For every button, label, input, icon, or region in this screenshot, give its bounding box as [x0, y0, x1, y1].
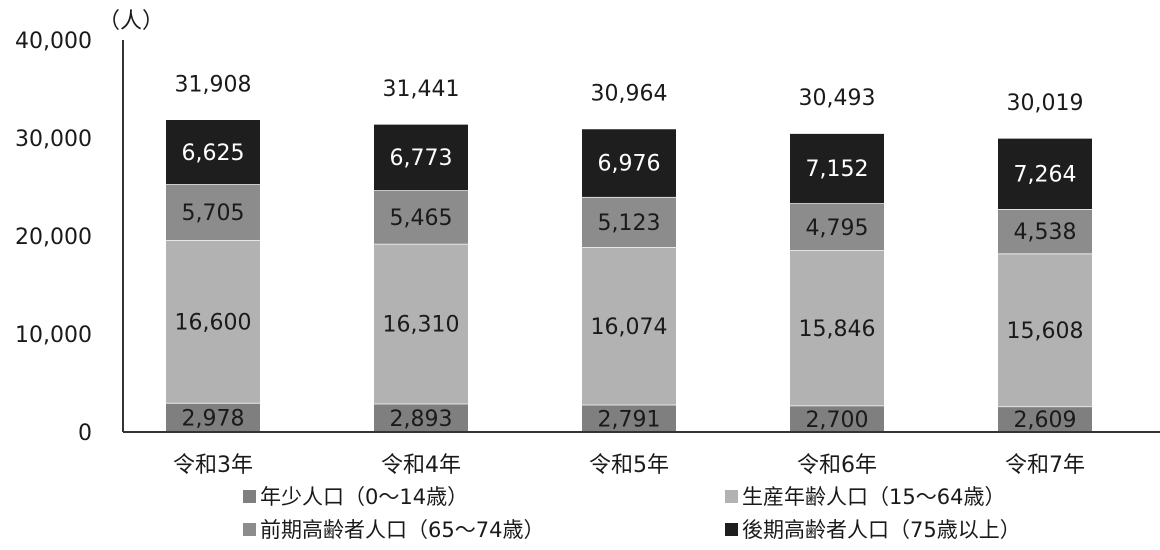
bar-segment	[790, 203, 884, 251]
legend-item: 前期高齢者人口（65～74歳）	[243, 515, 544, 545]
data-label: 5,705	[182, 201, 245, 226]
total-label: 31,908	[175, 72, 252, 97]
bar-segment	[374, 123, 468, 191]
x-tick-label: 令和4年	[381, 453, 461, 478]
data-label: 6,976	[598, 152, 661, 177]
data-label: 16,600	[175, 310, 252, 335]
bar-segment	[790, 133, 884, 204]
bar-segment	[582, 128, 676, 197]
y-unit-label: （人）	[98, 9, 164, 34]
y-tick-label: 30,000	[15, 127, 92, 152]
data-label: 2,978	[182, 406, 245, 431]
total-label: 30,019	[1007, 91, 1084, 116]
data-label: 4,795	[806, 216, 869, 241]
data-label: 5,123	[598, 211, 661, 236]
data-label: 15,846	[799, 317, 876, 342]
y-tick-label: 20,000	[15, 225, 92, 250]
bar-segment	[582, 404, 676, 432]
legend-swatch	[725, 523, 738, 536]
bar-segment	[374, 190, 468, 244]
bar-segment	[582, 196, 676, 248]
x-tick-label: 令和3年	[173, 453, 253, 478]
legend-label: 年少人口（0～14歳）	[260, 485, 469, 509]
x-tick-label: 令和5年	[589, 453, 669, 478]
legend-label: 前期高齢者人口（65～74歳）	[260, 518, 545, 542]
bar-segment	[582, 247, 676, 405]
legend-label: 生産年齢人口（15～64歳）	[742, 485, 1006, 509]
bar-segment	[374, 403, 468, 432]
legend-item: 年少人口（0～14歳）	[243, 482, 468, 512]
y-tick-label: 0	[78, 421, 92, 446]
bar-segment	[998, 209, 1092, 254]
data-label: 15,608	[1007, 319, 1084, 344]
x-tick-label: 令和7年	[1005, 453, 1085, 478]
data-label: 16,074	[591, 315, 668, 340]
data-label: 7,264	[1014, 162, 1077, 187]
total-label: 30,493	[799, 86, 876, 111]
total-label: 31,441	[383, 77, 460, 102]
bar-segment	[790, 405, 884, 432]
bar-segment	[998, 406, 1092, 432]
bar-segment	[374, 243, 468, 404]
bar-segment	[166, 402, 260, 432]
bar-segment	[166, 240, 260, 403]
bar-segment	[166, 184, 260, 241]
y-tick-label: 40,000	[15, 29, 92, 54]
total-label: 30,964	[591, 82, 668, 107]
data-label: 2,700	[806, 408, 869, 433]
data-label: 2,609	[1014, 408, 1077, 433]
legend-item: 後期高齢者人口（75歳以上）	[725, 515, 1021, 545]
data-label: 6,625	[182, 141, 245, 166]
data-label: 2,791	[598, 407, 661, 432]
legend-swatch	[243, 523, 256, 536]
y-tick-label: 10,000	[15, 323, 92, 348]
legend-swatch	[725, 490, 738, 503]
legend-label: 後期高齢者人口（75歳以上）	[742, 518, 1021, 542]
data-label: 7,152	[806, 157, 869, 182]
x-tick-label: 令和6年	[797, 453, 877, 478]
data-label: 2,893	[390, 407, 453, 432]
bar-segment	[998, 253, 1092, 407]
legend-swatch	[243, 490, 256, 503]
bar-segment	[166, 119, 260, 185]
data-label: 6,773	[390, 146, 453, 171]
data-label: 4,538	[1014, 220, 1077, 245]
data-label: 5,465	[390, 206, 453, 231]
bar-segment	[790, 250, 884, 406]
bar-segment	[998, 137, 1092, 210]
legend-item: 生産年齢人口（15～64歳）	[725, 482, 1005, 512]
data-label: 16,310	[383, 313, 460, 338]
